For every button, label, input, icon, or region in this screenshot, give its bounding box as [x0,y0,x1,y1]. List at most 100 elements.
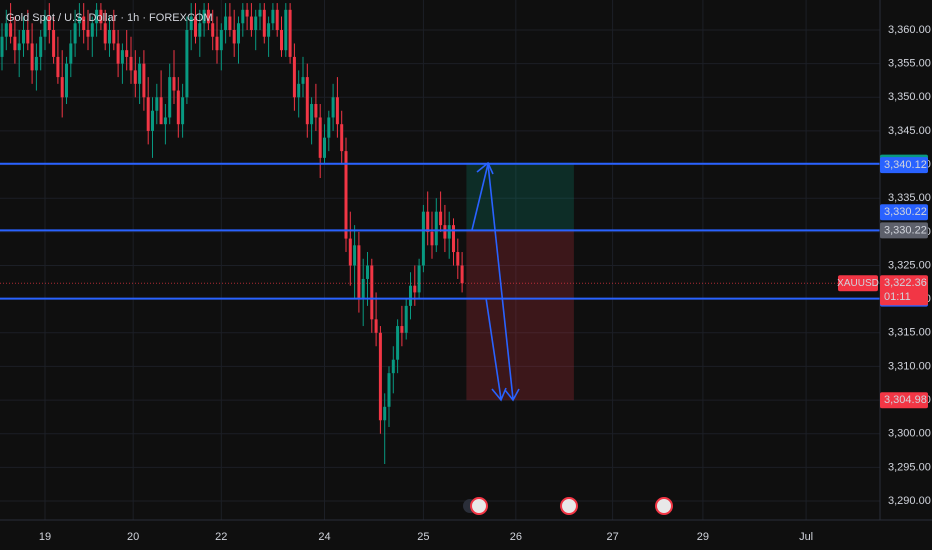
x-tick-label: Jul [799,531,813,543]
candle-body [417,265,421,293]
candle-body [443,225,447,239]
candle-body [26,30,30,44]
candle-body [245,9,249,17]
candle-body [215,36,219,51]
candle-body [430,231,434,246]
stop-tag: 3,304.98 [884,394,927,406]
candle-body [194,16,197,37]
candle-body [421,211,425,266]
candle-body [129,56,133,71]
candle-body [434,211,438,246]
candle-body [318,117,322,158]
symbol-tag: XAUUSD [837,278,879,289]
candle-body [60,77,64,98]
y-tick-label: 3,295.00 [888,461,931,473]
candle-body [185,30,189,98]
candle-body [198,23,202,37]
candle-body [86,30,90,37]
candle-body [456,252,460,266]
candle-body [228,16,232,30]
x-tick-label: 20 [127,531,139,543]
candles [0,3,464,464]
candle-body [387,373,391,407]
candle-body [138,63,142,84]
candle-body [151,110,154,131]
candle-body [262,9,266,37]
candle-body [301,77,305,84]
candle-body [159,97,163,125]
candle-body [378,332,382,421]
candle-body [112,30,116,44]
candle-body [254,16,258,30]
candle-body [17,43,21,51]
candle-body [383,406,387,421]
candle-body [39,36,43,57]
x-tick-label: 25 [417,531,429,543]
candle-body [271,9,275,24]
candle-body [391,359,395,374]
event-icon [560,497,578,515]
candle-body [366,265,369,279]
candle-body [284,9,288,51]
candle-body [370,265,374,320]
y-tick-label: 3,360.00 [888,24,931,36]
candle-body [95,9,99,24]
candle-body [47,16,51,30]
event-icon [655,497,673,515]
entry-tag-bg [880,222,928,239]
chart-title: Gold Spot / U.S. Dollar · 1h · FOREXCOM [6,12,213,24]
candle-body [439,211,443,226]
candle-body [52,30,56,57]
y-tick-label: 3,290.00 [888,495,931,507]
position-tool [466,162,574,401]
candle-body [305,77,309,125]
candle-body [224,16,228,30]
x-tick-label: 29 [697,531,709,543]
candle-body [90,23,94,37]
candle-body [452,225,455,253]
candle-body [125,50,129,57]
candle-body [120,50,124,64]
y-tick-label: 3,355.00 [888,58,931,70]
x-tick-label: 27 [606,531,618,543]
level-tag: 3,340.12 [884,159,927,171]
candle-body [142,63,146,98]
candle-body [181,97,185,125]
level-tag: 3,330.22 [884,206,927,218]
candle-body [211,23,215,37]
candle-body [353,245,357,266]
candle-body [237,23,240,44]
candle-body [288,9,292,57]
arrow-up [471,163,489,231]
candle-body [314,104,318,118]
candle-body [77,16,81,24]
candle-body [103,23,107,44]
candle-body [206,9,210,24]
y-tick-label: 3,325.00 [888,259,931,271]
candle-body [56,56,60,78]
candle-body [73,23,77,44]
candle-body [155,97,159,111]
x-tick-label: 24 [318,531,330,543]
candle-body [323,137,326,158]
candle-body [348,238,352,266]
stop-tag-bg [880,392,928,409]
x-tick-label: 19 [39,531,51,543]
event-icon [470,497,488,515]
candle-body [310,104,314,125]
candle-body [409,285,412,306]
arrows [471,161,520,402]
profit-zone [466,162,574,231]
price-tags: 3,340.283,340.123,330.223,320.083,330.22… [837,154,928,409]
loss-zone [466,230,574,401]
candle-body [108,30,111,44]
candle-body [327,117,331,138]
candle-body [335,97,339,125]
candle-body [189,16,193,30]
candle-body [374,319,378,333]
candle-body [275,9,279,30]
candle-body [331,97,335,118]
y-tick-label: 3,310.00 [888,360,931,372]
